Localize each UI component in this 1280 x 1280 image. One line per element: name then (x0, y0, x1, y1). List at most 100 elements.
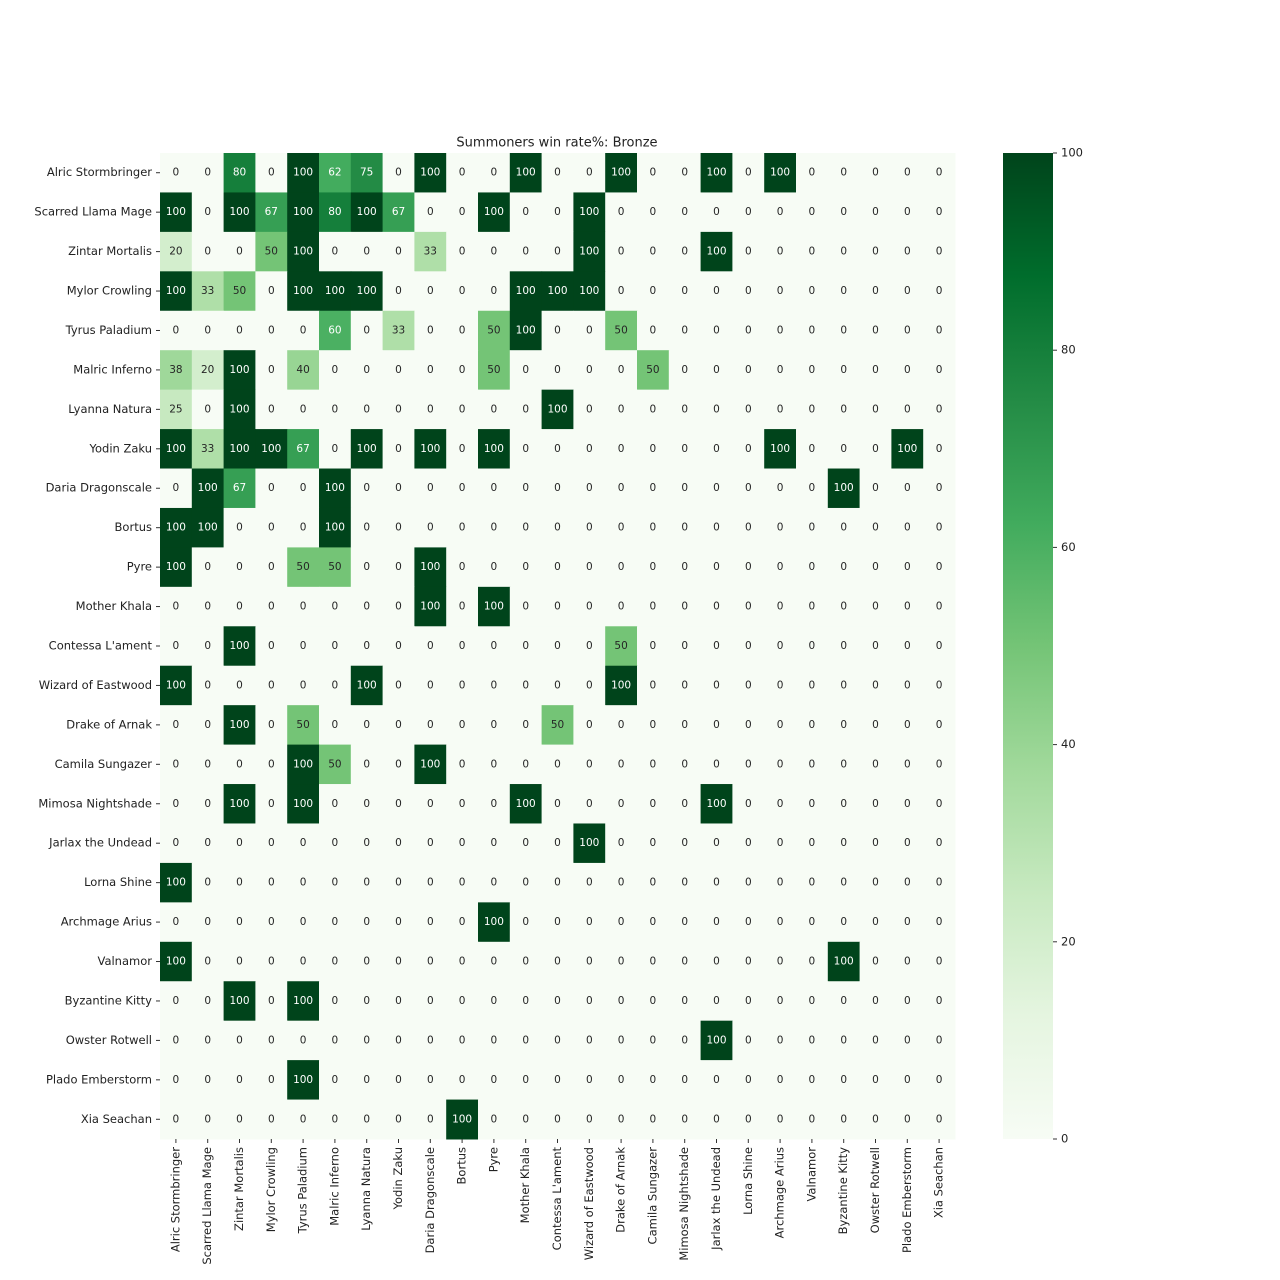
heatmap-cell (350, 626, 384, 667)
heatmap-cell (732, 744, 765, 785)
heatmap-cell (732, 665, 765, 706)
cell-label: 0 (395, 246, 402, 258)
heatmap-cell (255, 271, 288, 312)
cell-label: 0 (491, 1074, 498, 1086)
cell-label: 0 (618, 246, 625, 258)
cell-label: 100 (834, 482, 854, 494)
heatmap-cell (700, 468, 733, 509)
cell-label: 0 (300, 877, 307, 889)
heatmap-cell (223, 429, 256, 470)
cell-label: 0 (872, 206, 879, 218)
heatmap-cell (350, 389, 384, 430)
heatmap-cell (541, 429, 574, 470)
cell-label: 80 (233, 167, 246, 179)
cell-label: 0 (936, 403, 943, 415)
cell-label: 0 (745, 403, 752, 415)
heatmap-cell (637, 547, 670, 588)
heatmap-cell (732, 468, 765, 509)
heatmap-cell (732, 1099, 765, 1140)
heatmap-cell (605, 231, 638, 272)
cell-label: 0 (586, 798, 593, 810)
heatmap-cell (287, 862, 320, 903)
heatmap-cell (350, 153, 384, 193)
heatmap-cell (446, 507, 479, 548)
heatmap-cell (732, 941, 765, 982)
cell-label: 0 (681, 916, 688, 928)
heatmap-cell (319, 902, 352, 943)
heatmap-cell (509, 941, 543, 982)
cell-label: 0 (809, 206, 816, 218)
heatmap-cell (859, 626, 892, 667)
cell-label: 33 (392, 324, 405, 336)
cell-label: 0 (650, 916, 657, 928)
heatmap-cell (700, 192, 733, 233)
cell-label: 0 (777, 877, 784, 889)
cell-label: 0 (554, 167, 561, 179)
heatmap-cell (637, 389, 670, 430)
heatmap-cell (827, 310, 861, 351)
cell-label: 0 (713, 758, 720, 770)
heatmap-cell (764, 507, 797, 548)
heatmap-cell (891, 1020, 924, 1061)
cell-label: 0 (395, 561, 402, 573)
heatmap-cell (764, 1099, 797, 1140)
cell-label: 0 (236, 837, 243, 849)
cell-label: 0 (872, 285, 879, 297)
y-tick-label: Jarlax the Undead (48, 836, 152, 850)
cell-label: 0 (745, 522, 752, 534)
cell-label: 100 (770, 443, 790, 455)
heatmap-cell (700, 389, 733, 430)
cell-label: 0 (554, 640, 561, 652)
heatmap-cell (796, 192, 829, 233)
heatmap-cell (541, 665, 574, 706)
cell-label: 0 (268, 719, 275, 731)
cell-label: 0 (554, 877, 561, 889)
cell-label: 100 (579, 285, 599, 297)
heatmap-cell (478, 823, 511, 864)
heatmap-cell (827, 547, 861, 588)
cell-label: 80 (328, 206, 341, 218)
heatmap-cell (255, 1060, 288, 1101)
heatmap-cell (827, 507, 861, 548)
heatmap-cell (859, 981, 892, 1022)
heatmap-cell (382, 429, 415, 470)
heatmap-cell (541, 784, 574, 824)
heatmap-cell (287, 231, 320, 272)
cell-label: 0 (204, 601, 211, 613)
cell-label: 0 (745, 206, 752, 218)
heatmap-cell (859, 744, 892, 785)
x-tick-label: Contessa L'ament (550, 1147, 564, 1251)
cell-label: 0 (204, 798, 211, 810)
cell-label: 0 (332, 1034, 339, 1046)
cell-label: 38 (169, 364, 182, 376)
cell-label: 0 (840, 403, 847, 415)
heatmap-cell (923, 1060, 956, 1101)
heatmap-cell (255, 192, 288, 233)
cell-label: 0 (427, 522, 434, 534)
cell-label: 0 (872, 679, 879, 691)
heatmap-cell (509, 1099, 543, 1140)
cell-label: 0 (268, 995, 275, 1007)
cell-label: 0 (268, 877, 275, 889)
heatmap-cell (796, 1060, 829, 1101)
y-tick-label: Alric Stormbringer (47, 165, 152, 179)
heatmap-cell (764, 468, 797, 509)
cell-label: 0 (872, 561, 879, 573)
heatmap-cell (668, 744, 702, 785)
heatmap-cell (764, 744, 797, 785)
cell-label: 0 (713, 837, 720, 849)
heatmap-cell (160, 1020, 193, 1061)
cell-label: 0 (459, 798, 466, 810)
cell-label: 0 (650, 522, 657, 534)
cell-label: 100 (547, 403, 567, 415)
heatmap-cell (160, 862, 193, 903)
heatmap-cell (319, 1020, 352, 1061)
heatmap-cell (923, 429, 956, 470)
heatmap-cell (382, 271, 415, 312)
heatmap-cell (382, 389, 415, 430)
heatmap-cell (700, 744, 733, 785)
heatmap-cell (637, 862, 670, 903)
heatmap-cell (223, 665, 256, 706)
cell-label: 0 (745, 601, 752, 613)
heatmap-cell (255, 902, 288, 943)
